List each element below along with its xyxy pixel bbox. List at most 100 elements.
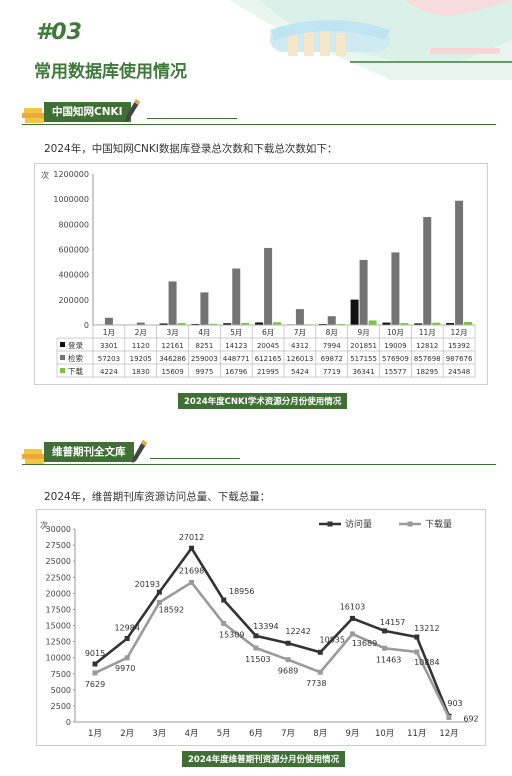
data-cell: 259003 [191,355,218,363]
y-tick-label: 27500 [46,541,71,550]
x-tick-label: 10月 [387,328,404,337]
x-tick-label: 9月 [345,729,359,739]
data-label: 27012 [179,533,204,542]
data-label: 11463 [376,655,401,664]
x-tick-label: 7月 [281,729,295,739]
bar-检索 [455,200,464,325]
header-decoration [230,0,512,80]
point-下载量 [446,715,452,721]
bar-检索 [168,281,177,325]
y-tick-label: 1000000 [53,195,89,204]
data-label: 18956 [229,587,254,596]
data-cell: 15577 [384,368,406,376]
point-访问量 [124,635,130,641]
point-下载量 [285,657,291,663]
data-cell: 201851 [350,342,377,350]
y-tick-label: 800000 [58,220,89,229]
point-下载量 [382,645,388,651]
point-下载量 [414,649,420,655]
x-tick-label: 6月 [249,729,263,739]
bar-检索 [295,309,304,325]
data-label: 11503 [245,655,270,664]
point-访问量 [156,589,162,595]
data-cell: 20045 [257,342,279,350]
x-tick-label: 5月 [217,729,231,739]
x-tick-label: 9月 [357,328,369,337]
y-tick-label: 400000 [58,271,89,280]
y-tick-label: 600000 [58,246,89,255]
data-cell: 24548 [448,368,470,376]
data-label: 15309 [219,631,244,640]
bar-登录 [318,323,327,325]
bar-检索 [423,217,432,325]
section-intro-cnki: 2024年，中国知网CNKI数据库登录总次数和下载总次数如下： [44,143,338,155]
bar-登录 [350,299,359,325]
bar-下载 [400,323,409,325]
data-label: 7738 [306,679,326,688]
y-tick-label: 2500 [51,702,71,711]
point-下载量 [221,621,227,627]
data-cell: 612165 [255,355,282,363]
cnki-chart-caption: 2024年度CNKI学术资源分月份使用情况 [178,393,348,409]
point-访问量 [414,634,420,640]
data-label: 13212 [414,624,439,633]
data-label: 903 [447,699,462,708]
point-访问量 [221,597,227,603]
data-cell: 12161 [161,342,183,350]
bar-下载 [241,322,250,325]
bar-检索 [327,316,336,325]
point-访问量 [189,545,195,551]
y-tick-label: 200000 [58,296,89,305]
y-unit-label: 次 [41,170,49,180]
data-cell: 21995 [257,368,279,376]
point-访问量 [349,615,355,621]
cnki-bar-chart: 次 0 200000 400000 600000 800000 1000000 1200000… [41,170,476,378]
bar-下载 [432,322,441,325]
bar-检索 [391,252,400,325]
section-underline-short [150,458,240,459]
data-cell: 36341 [352,368,374,376]
x-tick-label: 3月 [152,729,166,739]
x-tick-label: 1月 [103,328,115,337]
legend-label: 登录 [68,340,83,350]
section-underline-short [147,118,237,119]
bar-登录 [191,323,200,325]
data-cell: 14123 [225,342,247,350]
bar-下载 [273,322,282,325]
x-tick-label: 2月 [120,729,134,739]
legend-label: 下载 [68,366,83,376]
point-访问量 [285,640,291,646]
legend-label: 下载量 [425,518,452,530]
legend-label: 检索 [68,353,83,363]
section-divider [22,124,496,125]
data-cell: 3301 [100,342,118,350]
data-label: 12984 [114,623,139,632]
data-cell: 19205 [130,355,152,363]
data-cell: 7994 [323,342,341,350]
point-下载量 [189,579,195,585]
data-label: 12242 [285,627,310,636]
point-下载量 [253,645,259,651]
y-tick-label: 0 [66,718,71,727]
data-label: 9689 [278,667,298,676]
bar-下载 [336,324,345,325]
point-下载量 [349,631,355,637]
data-label: 13394 [253,622,278,631]
bar-检索 [359,259,368,325]
point-访问量 [382,628,388,634]
point-访问量 [317,649,323,655]
cnki-chart-frame: 次 0 200000 400000 600000 800000 1000000 1200000… [34,163,488,385]
pencil-icon [132,440,147,463]
bar-登录 [446,323,455,325]
x-tick-label: 12月 [451,328,468,337]
books-icon [22,108,44,123]
data-label: 10835 [320,635,345,644]
data-cell: 7719 [323,368,341,376]
data-label: 692 [463,715,478,724]
x-tick-label: 3月 [166,328,178,337]
data-cell: 15609 [161,368,183,376]
point-下载量 [92,670,98,676]
bar-下载 [177,323,186,325]
y-tick-label: 5000 [51,686,71,695]
x-tick-label: 2月 [135,328,147,337]
